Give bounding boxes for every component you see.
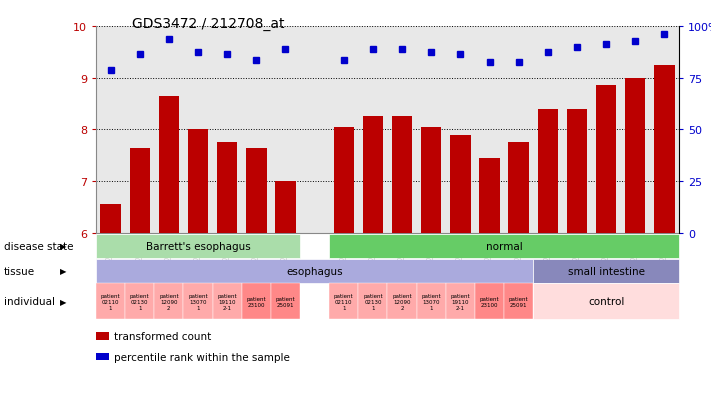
- Bar: [450, 135, 471, 233]
- Bar: [533, 259, 679, 283]
- Text: patient
02130
1: patient 02130 1: [363, 293, 383, 310]
- Bar: [533, 284, 679, 320]
- Text: patient
02130
1: patient 02130 1: [130, 293, 149, 310]
- Text: small intestine: small intestine: [567, 266, 645, 276]
- Bar: [154, 284, 183, 320]
- Text: esophagus: esophagus: [287, 266, 343, 276]
- Bar: [596, 86, 616, 233]
- Text: normal: normal: [486, 241, 523, 251]
- Text: patient
12090
2: patient 12090 2: [159, 293, 178, 310]
- Bar: [96, 332, 109, 340]
- Bar: [363, 117, 383, 233]
- Bar: [625, 78, 646, 233]
- Bar: [213, 284, 242, 320]
- Text: patient
25091: patient 25091: [276, 296, 295, 307]
- Text: patient
02110
1: patient 02110 1: [101, 293, 120, 310]
- Text: patient
19110
2-1: patient 19110 2-1: [218, 293, 237, 310]
- Bar: [188, 130, 208, 233]
- Bar: [96, 284, 125, 320]
- Bar: [392, 117, 412, 233]
- Bar: [567, 109, 587, 233]
- Bar: [96, 234, 300, 258]
- Bar: [358, 284, 387, 320]
- Bar: [159, 97, 179, 233]
- Text: patient
23100: patient 23100: [480, 296, 499, 307]
- Bar: [129, 148, 150, 233]
- Bar: [96, 259, 533, 283]
- Text: individual: individual: [4, 297, 55, 307]
- Bar: [242, 284, 271, 320]
- Text: control: control: [588, 297, 624, 307]
- Bar: [100, 205, 121, 233]
- Bar: [479, 159, 500, 233]
- Bar: [246, 148, 267, 233]
- Text: patient
25091: patient 25091: [509, 296, 528, 307]
- Text: GDS3472 / 212708_at: GDS3472 / 212708_at: [132, 17, 284, 31]
- Bar: [217, 143, 237, 233]
- Bar: [538, 109, 558, 233]
- Bar: [271, 284, 300, 320]
- Bar: [183, 284, 213, 320]
- Text: patient
13070
1: patient 13070 1: [188, 293, 208, 310]
- Bar: [275, 182, 296, 233]
- Text: patient
02110
1: patient 02110 1: [334, 293, 353, 310]
- Bar: [417, 284, 446, 320]
- Text: percentile rank within the sample: percentile rank within the sample: [114, 352, 290, 362]
- Text: ▶: ▶: [60, 242, 67, 251]
- Bar: [421, 128, 442, 233]
- Text: patient
13070
1: patient 13070 1: [422, 293, 441, 310]
- Text: transformed count: transformed count: [114, 331, 212, 341]
- Text: tissue: tissue: [4, 266, 35, 276]
- Text: patient
19110
2-1: patient 19110 2-1: [451, 293, 470, 310]
- Text: ▶: ▶: [60, 297, 67, 306]
- Bar: [446, 284, 475, 320]
- Bar: [504, 284, 533, 320]
- Bar: [125, 284, 154, 320]
- Text: Barrett's esophagus: Barrett's esophagus: [146, 241, 250, 251]
- Text: ▶: ▶: [60, 266, 67, 275]
- Bar: [329, 234, 679, 258]
- Bar: [329, 284, 358, 320]
- Text: disease state: disease state: [4, 241, 73, 251]
- Bar: [508, 143, 529, 233]
- Bar: [387, 284, 417, 320]
- Bar: [96, 353, 109, 361]
- Bar: [654, 66, 675, 233]
- Text: patient
12090
2: patient 12090 2: [392, 293, 412, 310]
- Bar: [333, 128, 354, 233]
- Bar: [475, 284, 504, 320]
- Text: patient
23100: patient 23100: [247, 296, 266, 307]
